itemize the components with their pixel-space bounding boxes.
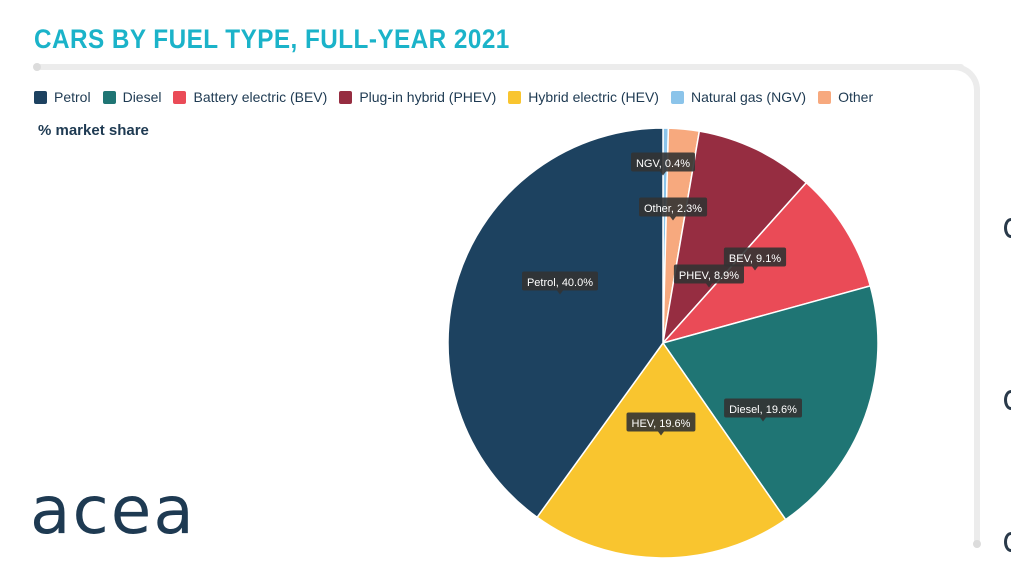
legend-label: Battery electric (BEV) — [193, 89, 328, 105]
data-label-bev: BEV, 9.1% — [723, 247, 787, 271]
chart-legend: Petrol Diesel Battery electric (BEV) Plu… — [34, 89, 885, 105]
frame-right-line — [974, 96, 980, 546]
legend-item-other[interactable]: Other — [818, 89, 873, 105]
frame-end-dot — [973, 540, 981, 548]
data-label-text: NGV, 0.4% — [636, 158, 690, 170]
frame-top-line — [34, 64, 964, 70]
legend-item-phev[interactable]: Plug-in hybrid (PHEV) — [339, 89, 496, 105]
data-label-hev: HEV, 19.6% — [626, 412, 696, 436]
data-label-box — [626, 412, 696, 432]
data-label-text: Diesel, 19.6% — [729, 404, 797, 416]
edge-glyph — [1004, 218, 1011, 238]
legend-item-diesel[interactable]: Diesel — [102, 89, 162, 105]
legend-swatch — [339, 90, 353, 104]
data-label-text: PHEV, 8.9% — [679, 270, 739, 282]
legend-swatch — [102, 90, 116, 104]
legend-swatch — [508, 90, 522, 104]
legend-label: Other — [838, 89, 874, 105]
data-label-text: HEV, 19.6% — [632, 418, 691, 430]
frame-corner — [940, 64, 980, 104]
chart-unit-label: % market share — [38, 122, 149, 139]
legend-item-petrol[interactable]: Petrol — [34, 89, 91, 105]
legend-item-hev[interactable]: Hybrid electric (HEV) — [508, 89, 659, 105]
legend-label: Hybrid electric (HEV) — [528, 89, 659, 105]
legend-label: Petrol — [54, 89, 91, 105]
data-label-box — [522, 271, 598, 291]
pie-slice-petrol[interactable] — [447, 127, 664, 519]
data-label-petrol: Petrol, 40.0% — [522, 271, 598, 295]
data-label-box — [631, 152, 695, 172]
legend-label: Plug-in hybrid (PHEV) — [359, 89, 497, 105]
pie-slice-hev[interactable] — [536, 341, 787, 559]
data-label-text: BEV, 9.1% — [729, 253, 781, 265]
legend-label: Natural gas (NGV) — [690, 89, 807, 105]
legend-label: Diesel — [122, 89, 162, 105]
legend-swatch — [173, 90, 187, 104]
data-label-box — [639, 197, 708, 217]
data-label-phev: PHEV, 8.9% — [673, 264, 744, 288]
data-label-box — [724, 398, 802, 418]
data-label-pointer — [706, 283, 712, 288]
data-label-other: Other, 2.3% — [639, 197, 708, 221]
frame-start-dot — [33, 63, 41, 71]
legend-swatch — [34, 90, 47, 104]
data-label-box — [723, 247, 787, 267]
data-label-ngv: NGV, 0.4% — [631, 152, 695, 176]
data-label-pointer — [660, 171, 666, 176]
edge-glyph — [1004, 390, 1011, 410]
data-label-pointer — [658, 431, 664, 436]
chart-title: CARS BY FUEL TYPE, FULL-YEAR 2021 — [34, 24, 510, 54]
data-label-pointer — [760, 417, 766, 422]
pie-slices — [447, 127, 879, 559]
data-label-pointer — [557, 290, 563, 295]
legend-swatch — [818, 90, 832, 104]
pie-data-labels: NGV, 0.4% Other, 2.3% PHEV, 8.9% BEV, 9.1% D… — [522, 152, 802, 436]
data-label-text: Other, 2.3% — [644, 203, 702, 215]
data-label-pointer — [752, 266, 758, 271]
data-label-diesel: Diesel, 19.6% — [724, 398, 802, 422]
pie-slice-phev[interactable] — [661, 130, 808, 346]
data-label-pointer — [670, 216, 676, 221]
legend-swatch — [670, 90, 684, 104]
edge-glyph — [1004, 532, 1011, 552]
legend-item-ngv[interactable]: Natural gas (NGV) — [670, 89, 807, 105]
data-label-text: Petrol, 40.0% — [527, 277, 593, 289]
legend-item-bev[interactable]: Battery electric (BEV) — [173, 89, 327, 105]
data-label-box — [673, 264, 744, 284]
acea-logo: acea — [30, 472, 196, 549]
